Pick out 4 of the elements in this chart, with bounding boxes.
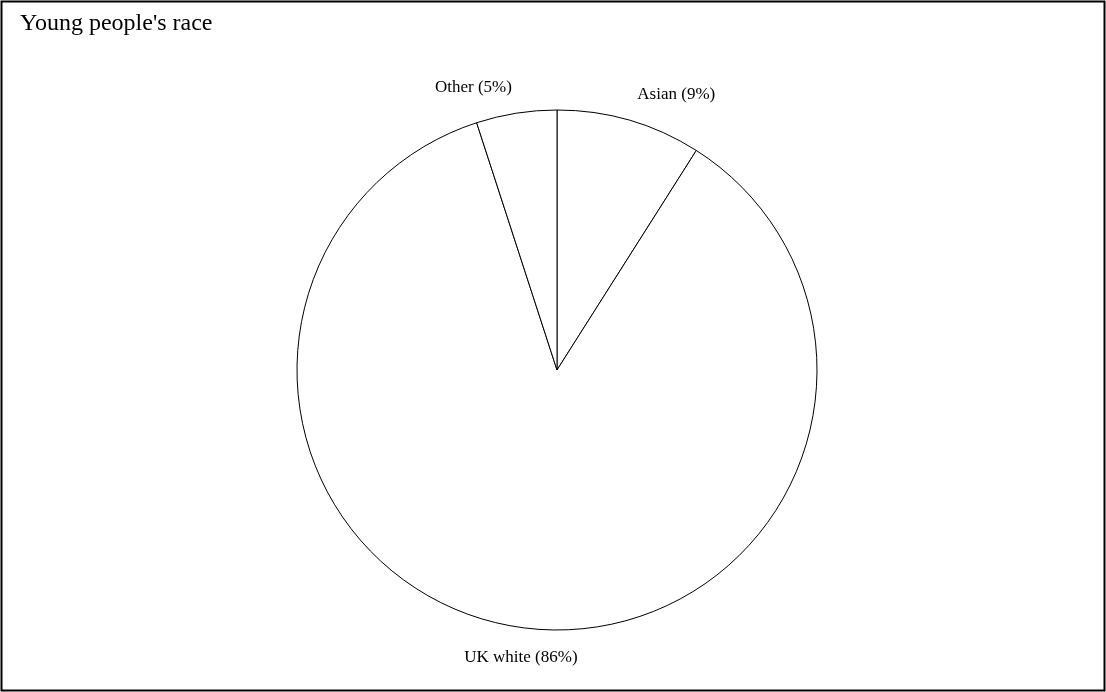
slice-label: Asian (9%) [637, 84, 716, 104]
slice-label: UK white (86%) [464, 646, 578, 666]
chart-title: Young people's race [20, 9, 213, 35]
slice-label: Other (5%) [434, 76, 512, 96]
